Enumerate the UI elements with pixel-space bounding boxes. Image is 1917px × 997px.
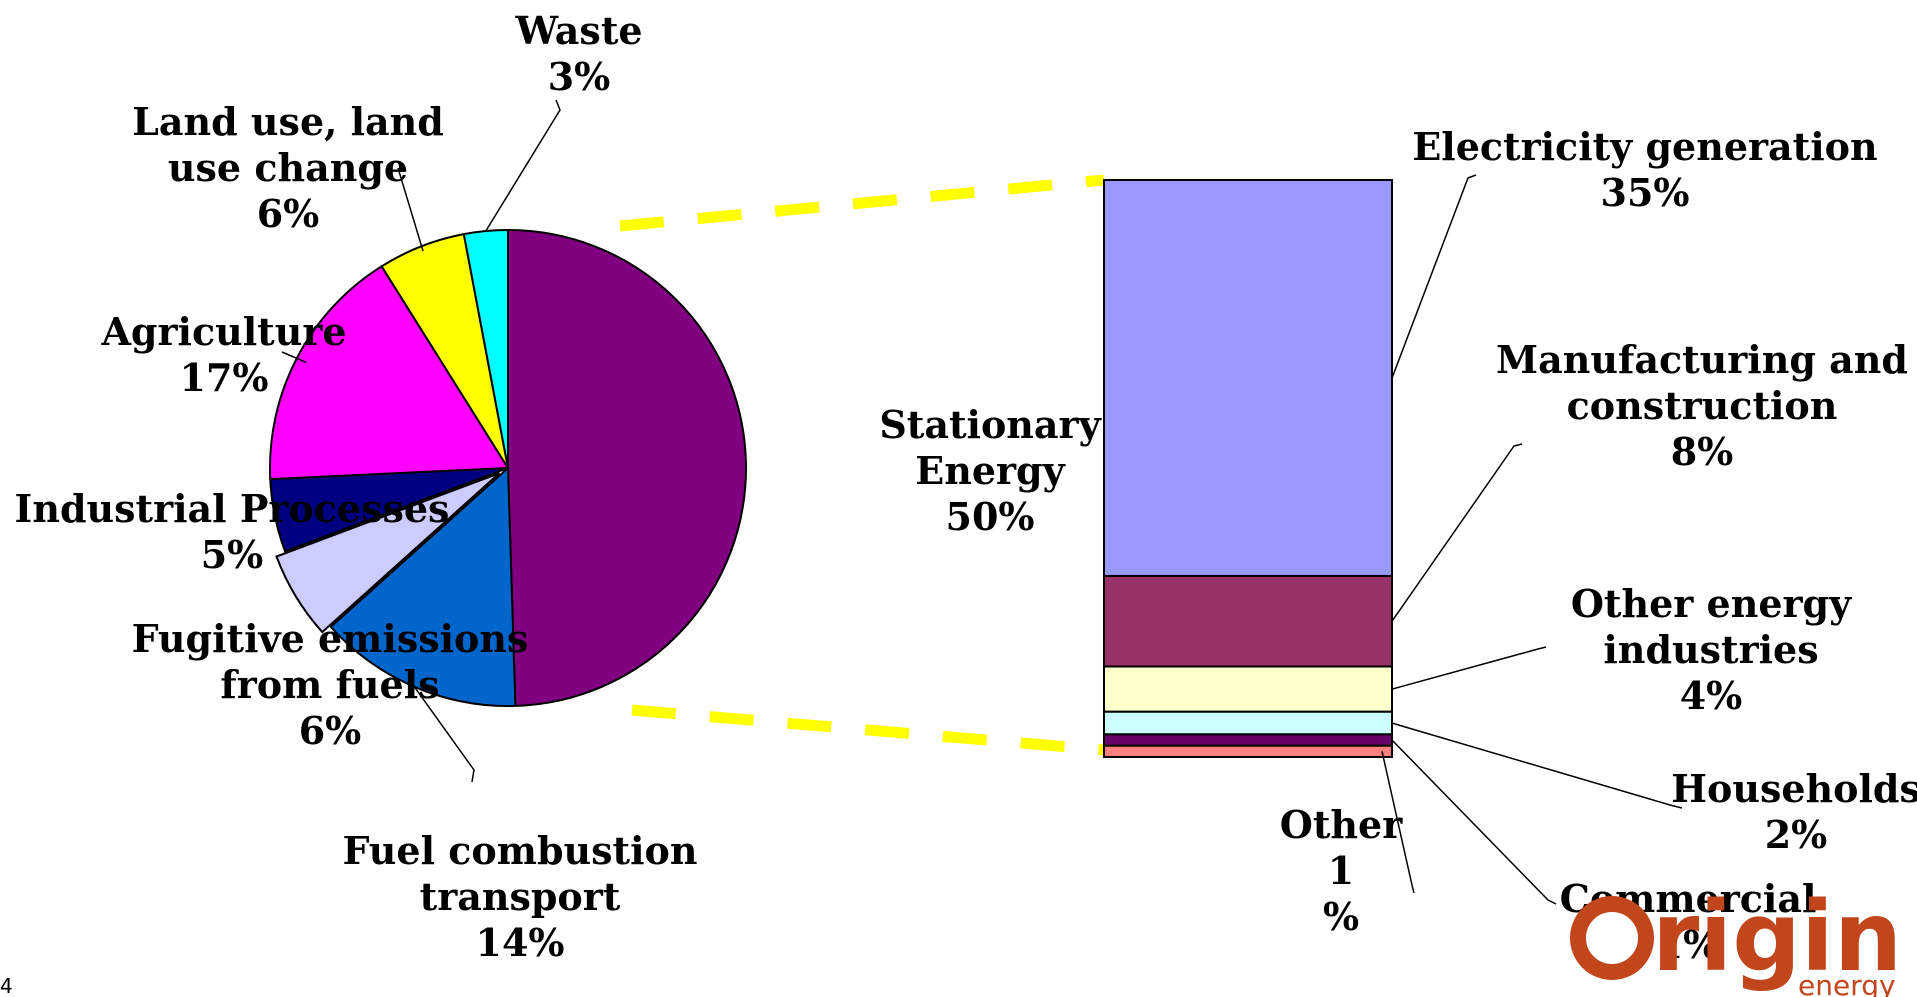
bar-label-other_energy: Other energy industries 4% bbox=[1571, 581, 1852, 718]
bar-label-other_energy-line: 4% bbox=[1680, 673, 1743, 718]
logo-ring-icon bbox=[1570, 896, 1654, 980]
pie-label-stationary-line: Energy bbox=[915, 448, 1065, 493]
pie-label-industrial: Industrial Processes 5% bbox=[15, 486, 450, 577]
bar-label-other_energy-line: Other energy bbox=[1571, 581, 1852, 626]
pie-label-landuse-line: 6% bbox=[257, 191, 320, 236]
leader-other bbox=[1381, 751, 1415, 894]
pie-label-waste: Waste 3% bbox=[514, 8, 642, 99]
bar-label-manufacturing-line: 8% bbox=[1671, 429, 1734, 474]
pie-label-fugitive-line: 6% bbox=[299, 708, 362, 753]
pie-label-stationary: Stationary Energy 50% bbox=[879, 402, 1101, 539]
bar-segment-manufacturing bbox=[1103, 574, 1393, 668]
leader-electricity bbox=[1391, 174, 1477, 379]
leader-households bbox=[1391, 722, 1683, 809]
leader-other-energy bbox=[1391, 646, 1547, 690]
leader-waste bbox=[485, 99, 561, 232]
bar-segment-commercial bbox=[1103, 733, 1393, 747]
bar-label-commercial-line: 1% bbox=[1657, 922, 1720, 967]
pie-label-waste-line: 3% bbox=[548, 54, 611, 99]
pie-label-stationary-line: 50% bbox=[946, 494, 1035, 539]
bar-label-electricity: Electricity generation 35% bbox=[1412, 124, 1877, 215]
pie-label-landuse-line: Land use, land bbox=[132, 99, 444, 144]
pie-label-landuse: Land use, land use change 6% bbox=[132, 99, 444, 236]
pie-label-agriculture-line: Agriculture bbox=[100, 309, 346, 354]
pie-to-bar-connectors bbox=[619, 174, 1105, 756]
bar-label-households-line: 2% bbox=[1765, 812, 1828, 857]
pie-label-transport-line: 14% bbox=[476, 920, 565, 965]
pie-label-transport: Fuel combustion transport 14% bbox=[342, 828, 697, 965]
pie-label-stationary-line: Stationary bbox=[879, 402, 1101, 447]
bar-label-manufacturing-line: Manufacturing and bbox=[1496, 337, 1908, 382]
pie-label-fugitive-line: from fuels bbox=[220, 662, 439, 707]
connector-bottom bbox=[631, 704, 1105, 756]
pie-label-fugitive: Fugitive emissions from fuels 6% bbox=[132, 616, 529, 753]
pie-label-landuse-line: use change bbox=[168, 145, 408, 190]
pie-label-industrial-line: Industrial Processes bbox=[15, 486, 450, 531]
bar-label-manufacturing: Manufacturing and construction 8% bbox=[1496, 337, 1908, 474]
logo-wordmark: rigin bbox=[1652, 881, 1902, 993]
leader-manufacturing bbox=[1391, 443, 1523, 622]
pie-chart bbox=[269, 228, 747, 707]
pie-label-agriculture: Agriculture 17% bbox=[100, 309, 346, 400]
pie-label-industrial-line: 5% bbox=[201, 532, 264, 577]
bar-label-other_energy-line: industries bbox=[1603, 627, 1818, 672]
leader-transport bbox=[413, 686, 475, 783]
bar-label-other-line: % bbox=[1323, 894, 1359, 939]
connector-top bbox=[619, 174, 1105, 232]
bar-label-households-line: Households bbox=[1671, 766, 1917, 811]
bar-label-other: Other 1% bbox=[1280, 802, 1403, 939]
bar-segment-electricity bbox=[1103, 179, 1393, 577]
leader-commercial bbox=[1391, 739, 1557, 905]
page-number: 4 bbox=[0, 974, 13, 997]
pie-label-waste-line: Waste bbox=[514, 8, 642, 53]
bar-label-electricity-line: 35% bbox=[1601, 170, 1690, 215]
pie-label-transport-line: Fuel combustion bbox=[342, 828, 697, 873]
bar-label-electricity-line: Electricity generation bbox=[1412, 124, 1877, 169]
bar-label-other-line: 1 bbox=[1328, 848, 1354, 893]
stacked-bar bbox=[1103, 179, 1393, 759]
chart-labels: Stationary Energy 50% Fuel combustion transp… bbox=[15, 8, 1917, 967]
pie-slice-agriculture bbox=[269, 264, 510, 481]
bar-label-households: Households 2% bbox=[1671, 766, 1917, 857]
bar-segment-households bbox=[1103, 710, 1393, 736]
logo-tagline: energy bbox=[1798, 969, 1896, 997]
bar-label-manufacturing-line: construction bbox=[1567, 383, 1838, 428]
leader-landuse bbox=[397, 167, 424, 252]
pie-label-agriculture-line: 17% bbox=[180, 355, 269, 400]
pie-label-transport-line: transport bbox=[420, 874, 621, 919]
leader-agriculture bbox=[281, 351, 307, 363]
pie-slice-stationary bbox=[507, 228, 747, 707]
origin-logo: rigin energy bbox=[1570, 881, 1902, 997]
pie-label-fugitive-line: Fugitive emissions bbox=[132, 616, 529, 661]
bar-segment-other_energy bbox=[1103, 665, 1393, 713]
bar-label-other-line: Other bbox=[1280, 802, 1403, 847]
pie-slice-transport bbox=[329, 465, 517, 707]
bar-segment-other bbox=[1103, 744, 1393, 759]
pie-slice-fugitive bbox=[275, 472, 501, 634]
